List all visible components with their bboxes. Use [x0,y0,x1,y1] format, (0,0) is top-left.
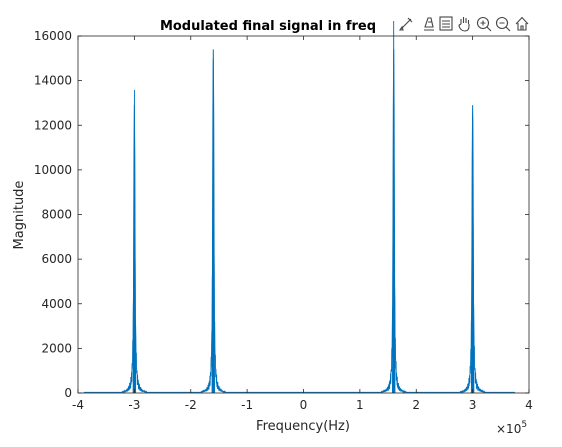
data-tip-icon[interactable] [424,17,434,31]
y-tick-label: 14000 [34,74,72,88]
y-axis-label: Magnitude [12,181,27,250]
y-ticks: 0 2000 4000 6000 8000 10000 12000 14000 16000 [34,29,529,400]
y-tick-label: 8000 [41,208,72,222]
x-tick-label: -3 [128,398,140,412]
brush-icon[interactable] [398,17,413,31]
signal-trace [83,21,515,394]
x-tick-label: 0 [300,398,308,412]
x-tick-label: -4 [72,398,84,412]
plot-area[interactable] [78,36,529,393]
legend-icon[interactable] [439,16,453,31]
y-tick-label: 6000 [41,252,72,266]
axes-toolbar [398,16,529,32]
x-ticks: -4 -3 -2 -1 0 1 2 3 4 [72,36,533,412]
peak-spike [470,105,475,394]
x-exponent-power: 5 [521,420,527,430]
peak-spike [132,105,137,394]
x-tick-label: 2 [412,398,420,412]
y-tick-label: 12000 [34,118,72,132]
y-tick-label: 16000 [34,29,72,43]
peak-spike [392,49,396,394]
x-axis-label: Frequency(Hz) [256,419,350,434]
x-exponent-base: ×10 [496,422,521,436]
signal-line [83,21,515,394]
x-tick-label: -1 [241,398,253,412]
home-icon[interactable] [515,16,529,31]
x-exponent: ×105 [496,420,527,436]
plot-axes[interactable]: -4 -3 -2 -1 0 1 2 3 4 0 2000 4000 6000 8000 10000 1200… [34,21,533,412]
x-tick-label: 4 [525,398,533,412]
y-tick-label: 10000 [34,163,72,177]
y-tick-label: 0 [64,386,72,400]
peak-spike [211,49,215,394]
y-tick-label: 2000 [41,341,72,355]
pan-icon[interactable] [458,17,470,32]
zoom-out-icon[interactable] [495,16,511,32]
x-tick-label: 3 [469,398,477,412]
x-tick-label: 1 [356,398,364,412]
chart-title: Modulated final signal in freq [160,19,376,34]
zoom-in-icon[interactable] [476,16,492,32]
y-tick-label: 4000 [41,297,72,311]
x-tick-label: -2 [185,398,197,412]
